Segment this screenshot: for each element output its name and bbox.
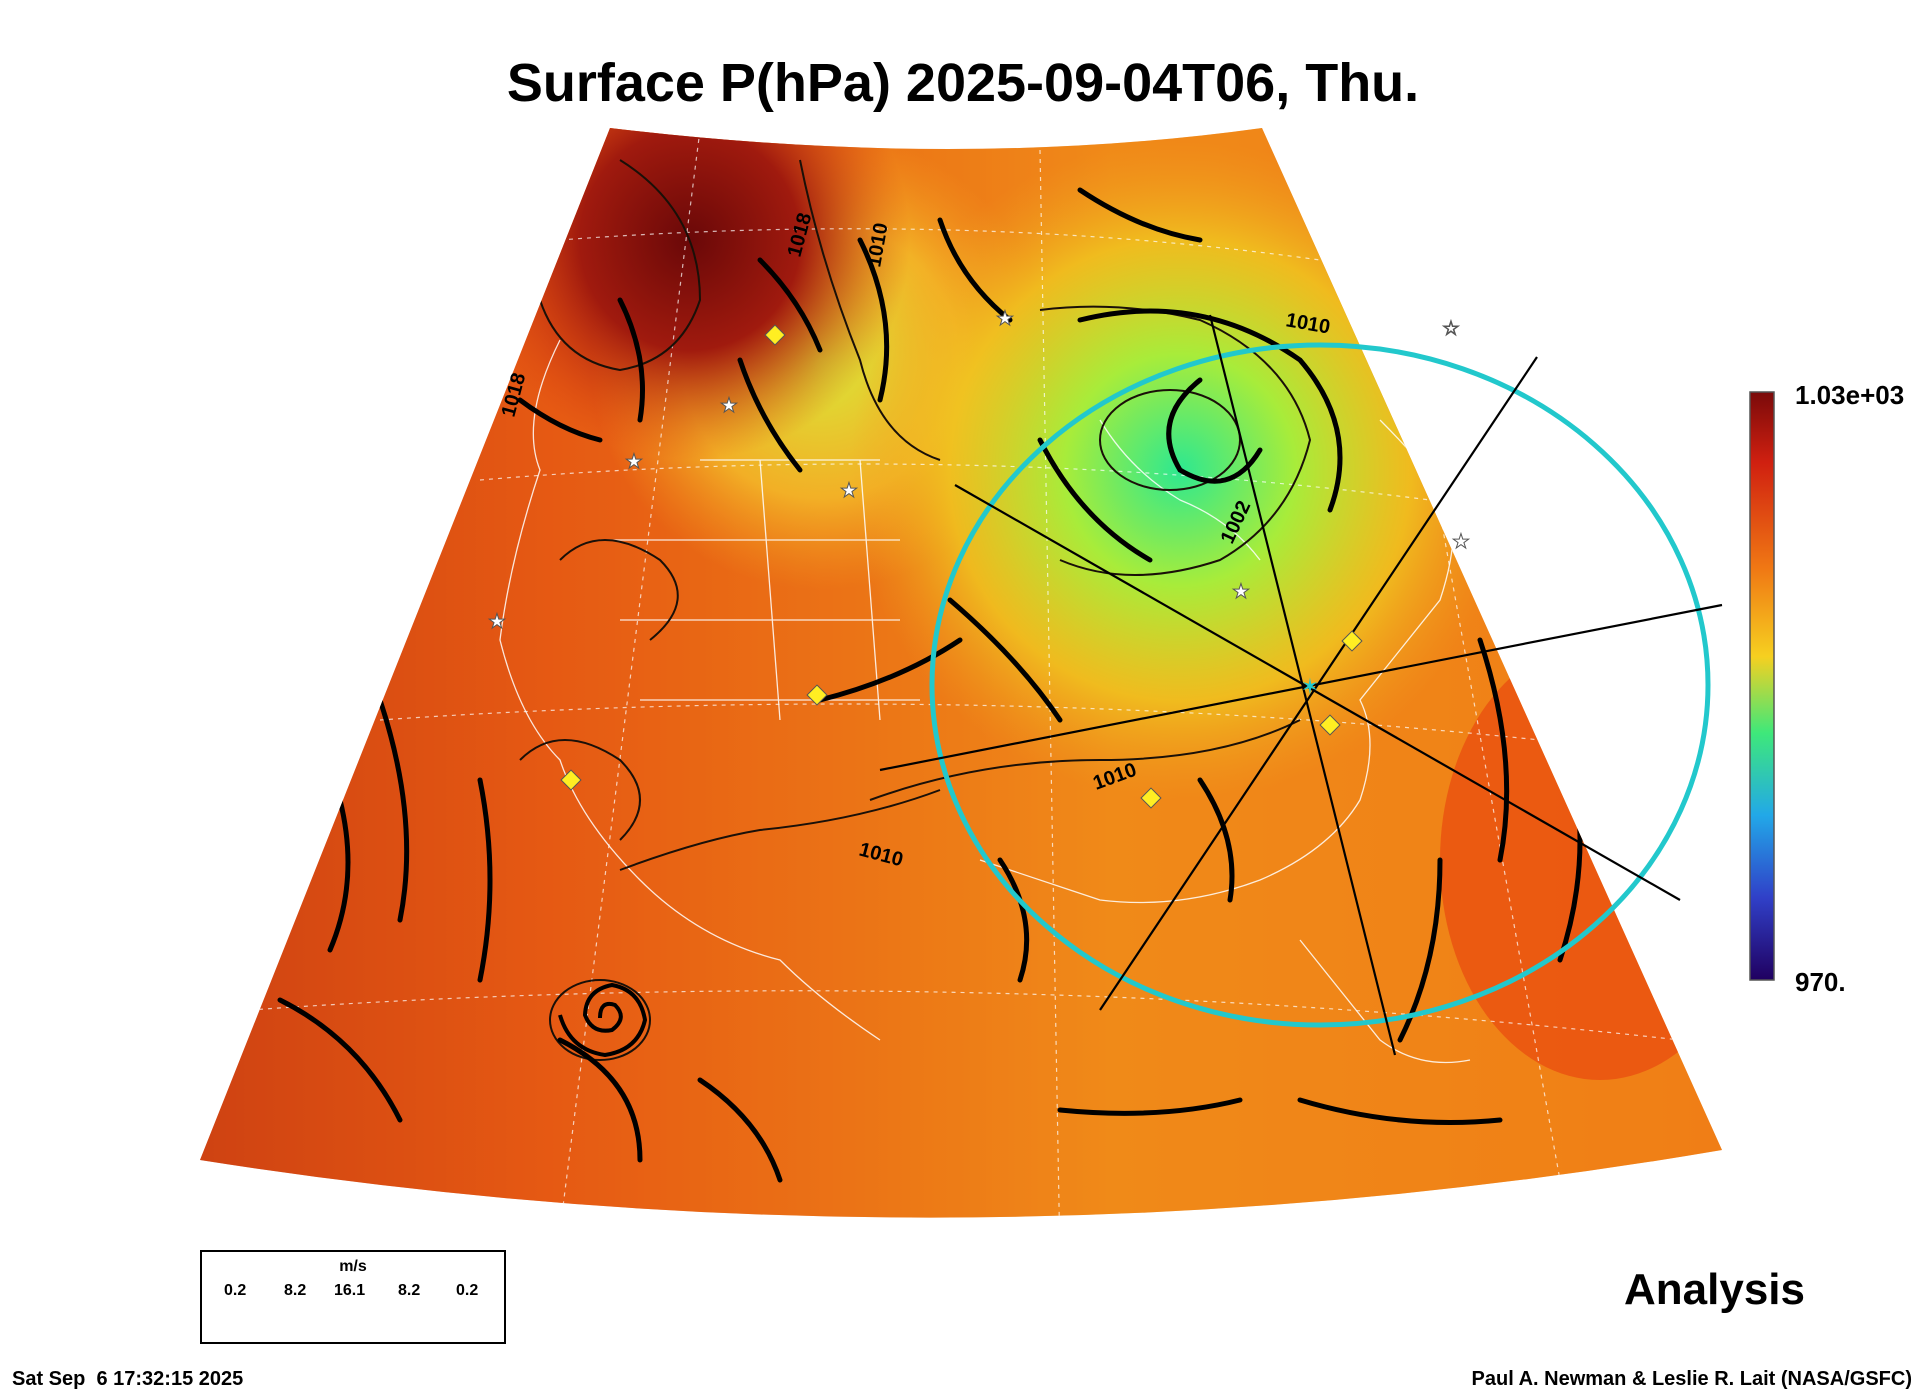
timestamp-text: Sat Sep 6 17:32:15 2025 bbox=[12, 1368, 244, 1390]
pressure-field bbox=[200, 128, 1722, 1218]
star-marker-icon: ☆ bbox=[1442, 316, 1460, 340]
page-title: Surface P(hPa) 2025-09-04T06, Thu. bbox=[506, 53, 1420, 113]
diamond-marker-icon bbox=[806, 684, 828, 706]
diamond-marker-icon bbox=[560, 769, 582, 791]
timestamp: Sat Sep 6 17:32:15 2025 bbox=[12, 1368, 243, 1391]
wind-streamlines bbox=[277, 187, 1583, 1183]
coastlines bbox=[499, 339, 1471, 1064]
legend-value: 16.1 bbox=[334, 1282, 366, 1299]
wind-speed-legend: m/s 0.2 8.2 16.1 8.2 0.2 bbox=[200, 1250, 506, 1344]
isobars bbox=[519, 159, 1312, 1061]
legend-value: 8.2 bbox=[284, 1282, 307, 1299]
radial-lines bbox=[879, 314, 1723, 1056]
star-marker-icon: ★ bbox=[488, 609, 506, 633]
colorbar-min-label: 970. bbox=[1795, 967, 1846, 997]
legend-value: 8.2 bbox=[398, 1282, 421, 1299]
legend-value: 0.2 bbox=[224, 1282, 247, 1299]
legend-unit: m/s bbox=[339, 1258, 367, 1275]
star-marker-icon: ★ bbox=[1452, 529, 1470, 553]
diamond-marker-icon bbox=[1140, 787, 1162, 809]
analysis-label: Analysis bbox=[1624, 1265, 1805, 1314]
star-marker-icon: ★ bbox=[996, 306, 1014, 330]
legend-value: 0.2 bbox=[456, 1282, 479, 1299]
diamond-marker-icon bbox=[1319, 714, 1341, 736]
diamond-marker-icon bbox=[1341, 630, 1363, 652]
colorbar bbox=[1749, 391, 1775, 981]
star-marker-icon: ★ bbox=[720, 393, 738, 417]
star-marker-icon: ★ bbox=[840, 478, 858, 502]
star-markers: ★ ★ ★ ★ ★ ★ ★ ☆ bbox=[488, 306, 1471, 634]
range-ring bbox=[929, 342, 1711, 1028]
graticule bbox=[249, 129, 1681, 1218]
range-ring-group: ✶ bbox=[879, 314, 1723, 1056]
storm-center-icon: ✶ bbox=[1301, 675, 1319, 700]
storm-spiral bbox=[558, 982, 648, 1058]
star-marker-icon: ★ bbox=[625, 449, 643, 473]
diamond-markers bbox=[560, 324, 1363, 809]
credit: Paul A. Newman & Leslie R. Lait (NASA/GS… bbox=[1471, 1368, 1912, 1390]
diamond-marker-icon bbox=[764, 324, 786, 346]
star-marker-icon: ★ bbox=[1232, 579, 1250, 603]
colorbar-max-label: 1.03e+03 bbox=[1795, 380, 1905, 410]
